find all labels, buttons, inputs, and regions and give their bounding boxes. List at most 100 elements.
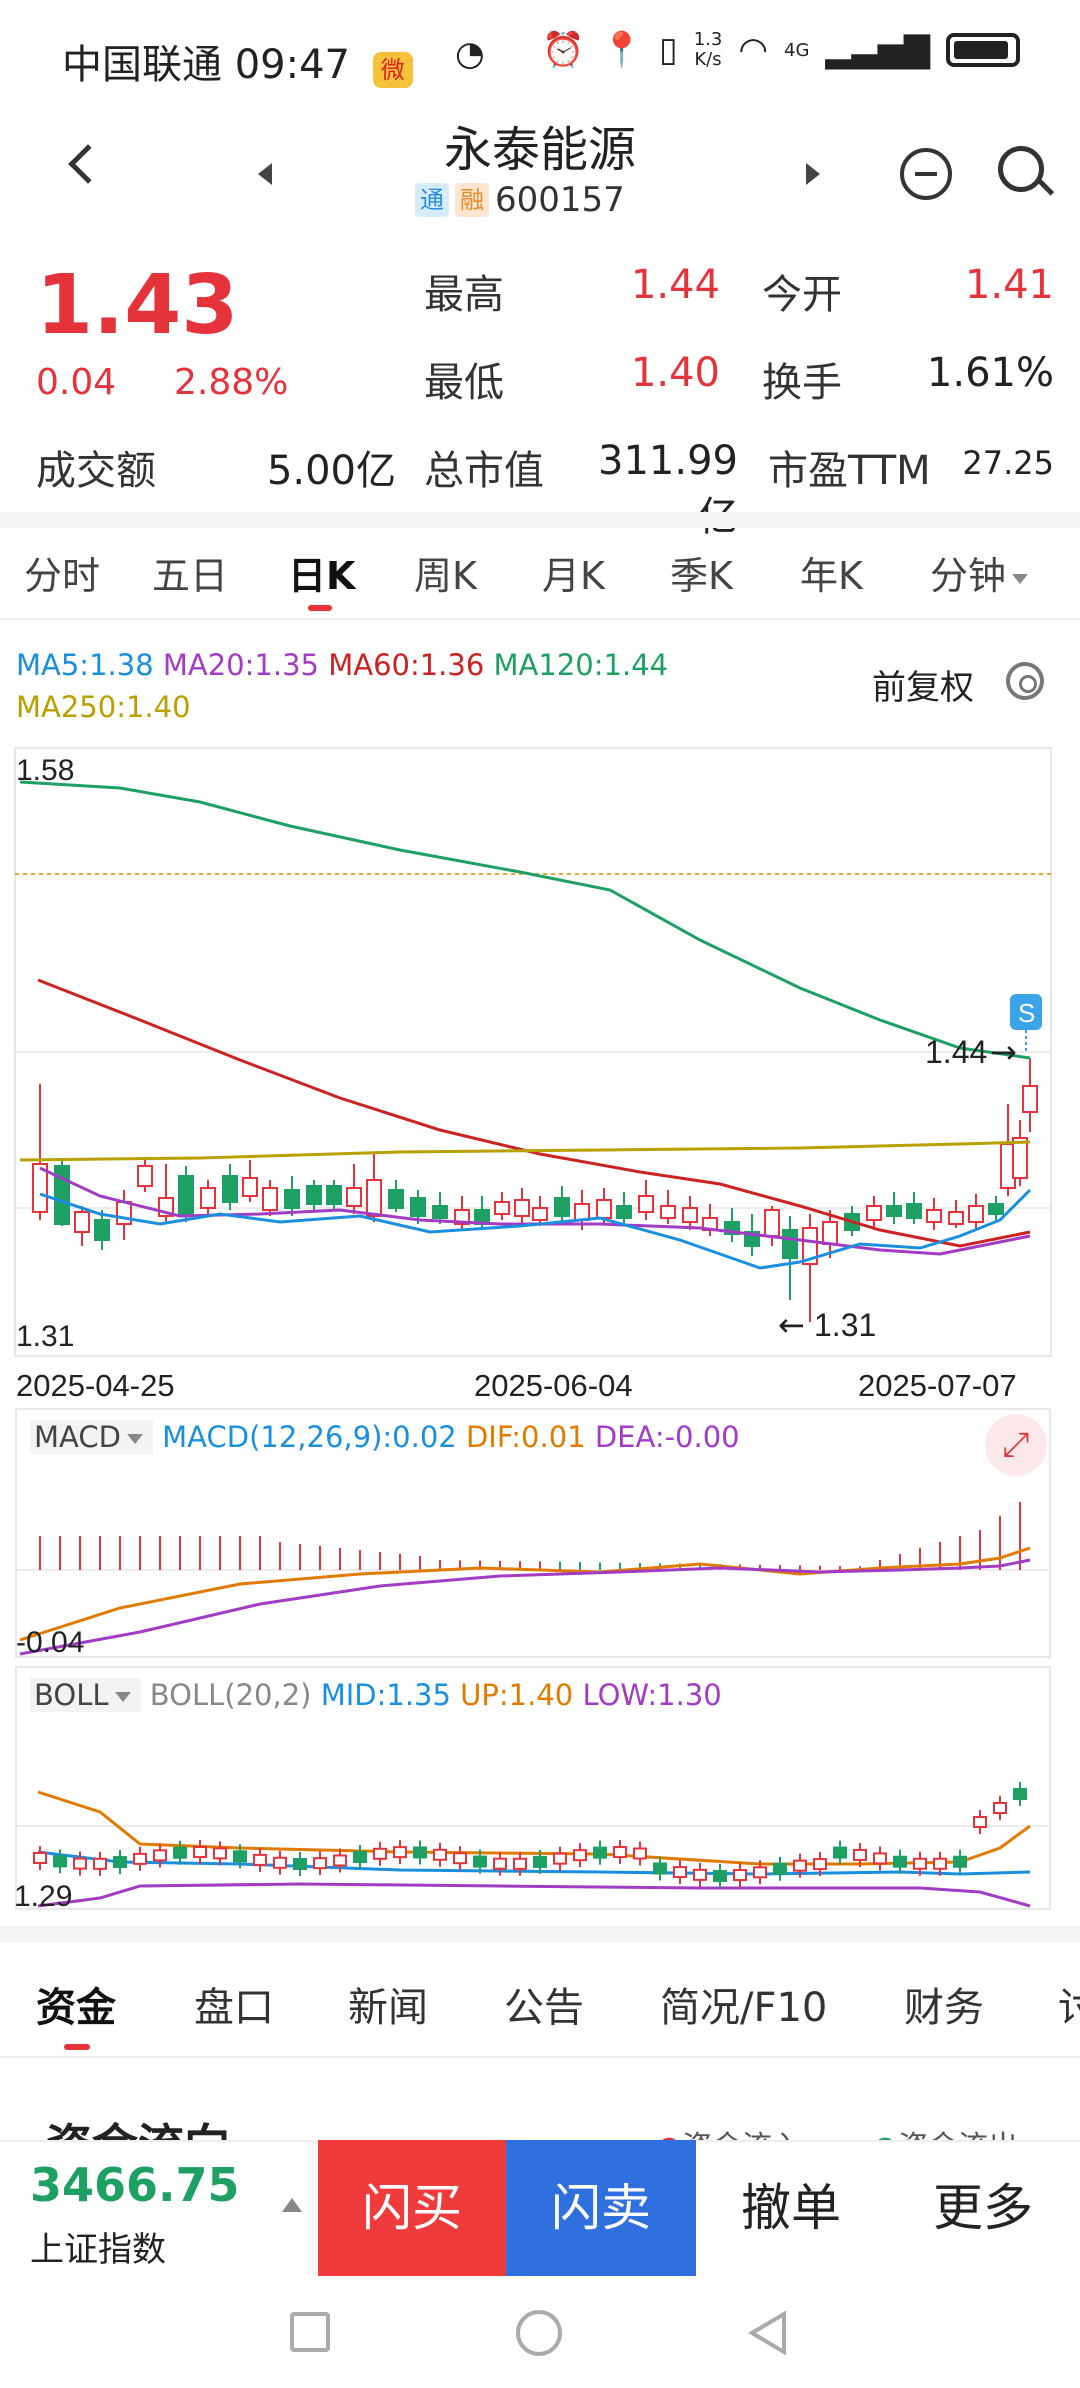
- tab-weekly-k[interactable]: 周K: [414, 554, 477, 598]
- tab-monthly-k[interactable]: 月K: [542, 554, 605, 598]
- boll-low-line: [37, 1882, 1031, 1908]
- candle-body: [200, 1187, 216, 1209]
- ma5-legend: MA5:1.38: [16, 648, 154, 682]
- boll-candle-body: [193, 1846, 207, 1859]
- back-nav-icon[interactable]: [748, 2310, 788, 2356]
- adjust-mode-button[interactable]: 前复权: [872, 668, 974, 708]
- tab-intraday[interactable]: 分时: [24, 554, 101, 598]
- bottom-tab-indicator: [64, 2044, 90, 2050]
- high-label: 最高: [424, 272, 504, 318]
- tab-announcement[interactable]: 公告: [504, 1985, 584, 2031]
- index-name[interactable]: 上证指数: [30, 2230, 166, 2270]
- boll-candle-body: [573, 1849, 587, 1862]
- gear-icon[interactable]: [1006, 662, 1044, 700]
- recents-icon[interactable]: [290, 2312, 330, 2352]
- status-bar: 中国联通 09:47 微 ◔ ⏰ 📍 ▯ 1.3 K/s ◠ 4G ▂▃▅▇: [0, 0, 1080, 110]
- search-icon[interactable]: [998, 146, 1044, 192]
- weibo-icon: 微: [372, 52, 413, 88]
- macd-legend: MACD MACD(12,26,9):0.02 DIF:0.01 DEA:-0.…: [30, 1420, 740, 1454]
- quick-sell-button[interactable]: 闪卖: [506, 2140, 696, 2276]
- ma250-legend: MA250:1.40: [16, 690, 191, 724]
- tab-yearly-k[interactable]: 年K: [800, 554, 863, 598]
- signal-icon: ▂▃▅▇: [825, 30, 930, 70]
- boll-up: UP:1.40: [460, 1678, 574, 1712]
- candle-body: [596, 1199, 612, 1219]
- boll-candle-body: [473, 1855, 487, 1868]
- turnover-value: 1.61%: [926, 350, 1054, 396]
- tab-daily-k[interactable]: 日K: [288, 554, 356, 598]
- boll-candle-body: [133, 1852, 147, 1865]
- stock-name: 永泰能源: [443, 122, 636, 178]
- amount-label: 成交额: [36, 448, 156, 494]
- macd-bars: [39, 1502, 1021, 1570]
- candle-body: [988, 1203, 1004, 1215]
- boll-selector[interactable]: BOLL: [30, 1678, 141, 1712]
- boll-candle-body: [553, 1852, 567, 1865]
- boll-candle-body: [813, 1858, 827, 1871]
- boll-candle-body: [313, 1857, 327, 1870]
- candle-body: [782, 1229, 798, 1259]
- candle-body: [532, 1207, 548, 1221]
- tabs-divider: [0, 618, 1080, 620]
- boll-candle-body: [453, 1852, 467, 1865]
- location-icon: 📍: [600, 30, 643, 70]
- tab-quarterly-k[interactable]: 季K: [670, 554, 733, 598]
- tab-orderbook[interactable]: 盘口: [194, 1985, 274, 2031]
- pe-label: 市盈TTM: [768, 448, 931, 494]
- index-expand-icon[interactable]: [282, 2198, 302, 2212]
- dea-line: [19, 1558, 1031, 1656]
- tab-f10[interactable]: 简况/F10: [660, 1985, 828, 2031]
- ma20-legend: MA20:1.35: [162, 648, 319, 682]
- candle-body: [660, 1205, 676, 1219]
- next-stock-icon[interactable]: [806, 163, 820, 185]
- home-icon[interactable]: [516, 2310, 562, 2356]
- candle-body: [346, 1187, 362, 1207]
- kline-chart[interactable]: 1.58 1.31 1.44 → ← 1.31 S 2025-04-25 202…: [0, 740, 1080, 1400]
- date-start: 2025-04-25: [16, 1368, 175, 1400]
- macd-selector[interactable]: MACD: [30, 1420, 153, 1454]
- boll-candle-body: [1013, 1788, 1027, 1800]
- boll-candle-body: [833, 1846, 847, 1859]
- candle-body: [1022, 1085, 1038, 1113]
- tab-discussion[interactable]: 讨: [1058, 1985, 1080, 2031]
- index-value[interactable]: 3466.75: [30, 2158, 240, 2212]
- candle-body: [306, 1185, 322, 1205]
- boll-candle-body: [613, 1846, 627, 1859]
- boll-low: LOW:1.30: [582, 1678, 722, 1712]
- tab-minute[interactable]: 分钟: [930, 545, 1034, 600]
- cancel-order-button[interactable]: 撤单: [741, 2179, 841, 2237]
- ma120-legend: MA120:1.44: [493, 648, 669, 682]
- boll-candle-body: [973, 1816, 987, 1828]
- remove-watchlist-icon[interactable]: [900, 148, 952, 200]
- candle-body: [764, 1209, 780, 1237]
- candle-body: [948, 1211, 964, 1225]
- more-button[interactable]: 更多: [933, 2179, 1033, 2237]
- carrier-name: 中国联通: [62, 42, 222, 88]
- tab-news[interactable]: 新闻: [348, 1985, 428, 2031]
- tab-five-day[interactable]: 五日: [152, 554, 229, 598]
- sync-icon: ◔: [455, 34, 485, 74]
- prev-stock-icon[interactable]: [258, 163, 272, 185]
- candle-body: [802, 1227, 818, 1265]
- kline-ymin-label: 1.31: [16, 1320, 74, 1353]
- boll-chart: 1.29: [14, 1782, 1051, 1910]
- status-icons: ⏰ 📍 ▯ 1.3 K/s ◠ 4G ▂▃▅▇: [542, 30, 1020, 70]
- sell-signal-badge: [1010, 994, 1042, 1030]
- boll-candle-body: [353, 1850, 367, 1863]
- boll-candle-body: [413, 1846, 427, 1859]
- boll-candle-body: [873, 1852, 887, 1865]
- candle-body: [638, 1195, 654, 1213]
- tab-fund[interactable]: 资金: [36, 1985, 116, 2031]
- pe-value[interactable]: 27.25: [962, 444, 1054, 482]
- tab-finance[interactable]: 财务: [904, 1985, 984, 2031]
- candle-body: [242, 1177, 258, 1197]
- stock-code: 600157: [495, 180, 625, 220]
- expand-icon[interactable]: ⤢: [985, 1414, 1047, 1476]
- boll-candle-body: [633, 1847, 647, 1860]
- quick-buy-button[interactable]: 闪买: [318, 2140, 506, 2276]
- ma60-line: [37, 978, 1031, 1248]
- open-label: 今开: [762, 272, 842, 318]
- low-marker: 1.31: [814, 1307, 876, 1343]
- current-price: 1.43: [36, 258, 239, 353]
- price-change-pct: 2.88%: [174, 362, 289, 403]
